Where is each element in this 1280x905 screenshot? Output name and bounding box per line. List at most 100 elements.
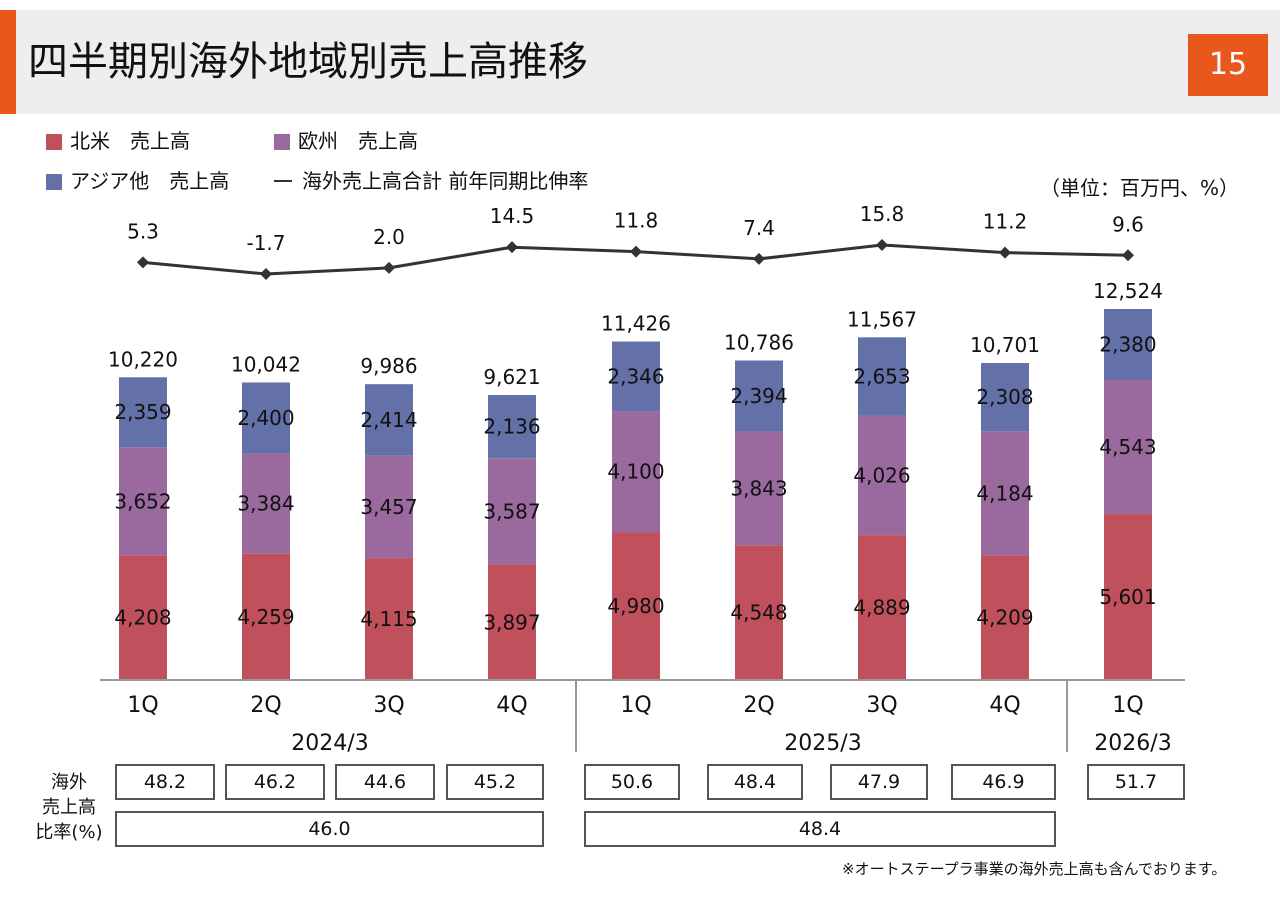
bar-label-north-america-6: 4,548 [730,601,787,625]
bar-asia-6 [735,360,783,432]
bar-europe-1 [119,447,167,556]
x-tick-label-9: 1Q [1112,693,1143,718]
bar-asia-2 [242,382,290,454]
group-label-2: 2025/3 [784,731,861,756]
ratio-row-label: 海外 売上高 比率(%) [16,770,122,845]
ratio-quarterly-9: 51.7 [1087,764,1185,800]
bar-label-europe-9: 4,543 [1099,435,1156,459]
total-label-6: 10,786 [724,331,794,355]
legend-label-europe: 欧州 売上高 [298,129,418,153]
ratio-annual-1: 46.0 [115,811,544,847]
bar-label-asia-3: 2,414 [360,408,417,432]
ratio-quarterly-2: 46.2 [225,764,325,800]
bar-label-north-america-5: 4,980 [607,594,664,618]
bar-asia-5 [612,341,660,412]
bar-europe-5 [612,411,660,533]
legend-swatch-asia [46,174,62,190]
growth-marker-5 [630,245,642,258]
growth-label-2: -1.7 [246,231,285,255]
growth-marker-8 [999,246,1011,259]
bar-label-europe-1: 3,652 [114,489,171,513]
x-tick-label-8: 4Q [989,693,1020,718]
bar-label-europe-6: 3,843 [730,476,787,500]
bar-label-europe-7: 4,026 [853,464,910,488]
bar-north-america-5 [612,532,660,680]
bar-label-asia-7: 2,653 [853,365,910,389]
x-tick-label-5: 1Q [620,693,651,718]
unit-label: （単位：百万円、%） [1040,176,1240,200]
growth-label-3: 2.0 [373,225,405,249]
growth-marker-3 [383,261,395,274]
x-tick-label-7: 3Q [866,693,897,718]
legend-growth: 海外売上高合計 前年同期比伸率 [274,168,588,194]
group-label-3: 2026/3 [1094,731,1171,756]
bar-europe-8 [981,431,1029,556]
bar-europe-4 [488,458,536,565]
bar-label-north-america-1: 4,208 [114,606,171,630]
x-tick-label-4: 4Q [496,693,527,718]
bar-asia-3 [365,384,413,456]
bar-europe-9 [1104,379,1152,515]
bar-asia-7 [858,337,906,416]
legend-label-north-america: 北米 売上高 [70,129,190,153]
bar-asia-9 [1104,309,1152,380]
legend-europe: 欧州 売上高 [274,128,418,154]
bar-north-america-2 [242,553,290,680]
total-label-5: 11,426 [601,312,671,336]
legend-north-america: 北米 売上高 [46,128,190,154]
ratio-quarterly-3: 44.6 [335,764,435,800]
footnote: ※オートステープラ事業の海外売上高も含んでおります。 [842,860,1227,878]
growth-marker-4 [506,241,518,254]
growth-marker-6 [753,252,765,265]
total-label-9: 12,524 [1093,279,1163,303]
bar-label-europe-2: 3,384 [237,492,294,516]
bar-europe-7 [858,415,906,536]
bar-label-europe-3: 3,457 [360,495,417,519]
bar-label-europe-4: 3,587 [483,499,540,523]
bar-label-europe-5: 4,100 [607,460,664,484]
page-title: 四半期別海外地域別売上高推移 [28,39,588,85]
bar-asia-8 [981,363,1029,432]
bar-label-asia-6: 2,394 [730,384,787,408]
bar-north-america-8 [981,555,1029,680]
bar-label-north-america-3: 4,115 [360,607,417,631]
bar-europe-3 [365,455,413,559]
bar-asia-1 [119,377,167,448]
legend-swatch-europe [274,134,290,150]
growth-label-1: 5.3 [127,219,159,243]
bar-europe-2 [242,453,290,554]
ratio-quarterly-6: 48.4 [707,764,803,800]
bar-north-america-7 [858,535,906,680]
ratio-quarterly-1: 48.2 [115,764,215,800]
legend-label-asia: アジア他 売上高 [70,169,230,193]
bar-label-north-america-2: 4,259 [237,605,294,629]
x-tick-label-1: 1Q [127,693,158,718]
growth-label-6: 7.4 [743,216,775,240]
bar-label-asia-1: 2,359 [114,400,171,424]
bar-label-asia-9: 2,380 [1099,332,1156,356]
ratio-quarterly-5: 50.6 [584,764,680,800]
bar-label-asia-8: 2,308 [976,385,1033,409]
growth-marker-1 [137,256,149,269]
group-label-1: 2024/3 [291,731,368,756]
bar-europe-6 [735,431,783,546]
bar-north-america-4 [488,564,536,680]
growth-label-9: 9.6 [1112,212,1144,236]
bar-north-america-1 [119,555,167,680]
bar-label-north-america-7: 4,889 [853,596,910,620]
title-accent [0,10,16,114]
total-label-7: 11,567 [847,307,917,331]
x-tick-label-3: 3Q [373,693,404,718]
legend-asia: アジア他 売上高 [46,168,229,194]
bar-north-america-9 [1104,514,1152,680]
growth-label-7: 15.8 [860,202,905,226]
ratio-quarterly-7: 47.9 [830,764,928,800]
bar-label-asia-4: 2,136 [483,415,540,439]
bar-label-north-america-9: 5,601 [1099,585,1156,609]
x-tick-label-6: 2Q [743,693,774,718]
bar-label-asia-5: 2,346 [607,364,664,388]
ratio-label-text: 海外 売上高 比率(%) [35,772,103,843]
growth-marker-9 [1122,249,1134,262]
bar-label-europe-8: 4,184 [976,481,1033,505]
